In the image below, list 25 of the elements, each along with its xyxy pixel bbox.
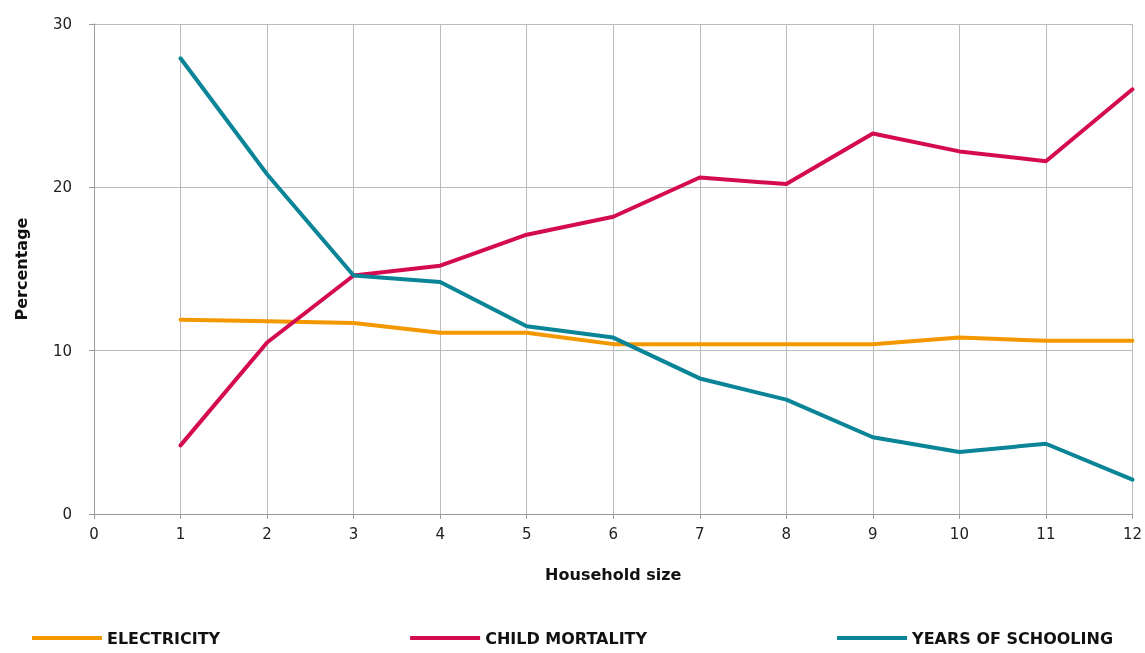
y-tick-label: 0 <box>62 505 72 523</box>
legend-label: ELECTRICITY <box>106 628 221 648</box>
line-series <box>178 317 1135 347</box>
line-series <box>178 56 1135 482</box>
y-tick-label: 20 <box>52 178 72 197</box>
line-series <box>178 87 1135 448</box>
x-tick-label: 9 <box>868 524 878 543</box>
legend-label: CHILD MORTALITY <box>485 628 648 648</box>
y-tick-label: 10 <box>52 341 72 360</box>
x-tick-label: 3 <box>348 524 359 543</box>
x-tick-label: 10 <box>949 524 969 543</box>
x-tick-label: 6 <box>608 524 618 543</box>
x-tick-label: 11 <box>1036 524 1056 543</box>
y-tick-label: 30 <box>52 15 72 33</box>
legend-label: YEARS OF SCHOOLING <box>911 628 1114 648</box>
x-tick-label: 12 <box>1122 524 1142 543</box>
x-tick-label: 2 <box>262 524 272 543</box>
x-tick-label: 1 <box>175 524 186 543</box>
y-axis-title: Percentage <box>11 217 31 321</box>
x-tick-label: 8 <box>781 524 792 543</box>
x-tick-label: 0 <box>89 524 99 543</box>
x-tick-label: 5 <box>521 524 532 543</box>
x-tick-label: 4 <box>435 524 445 543</box>
x-tick-label: 7 <box>694 524 705 543</box>
x-axis-title: Household size <box>545 564 682 584</box>
